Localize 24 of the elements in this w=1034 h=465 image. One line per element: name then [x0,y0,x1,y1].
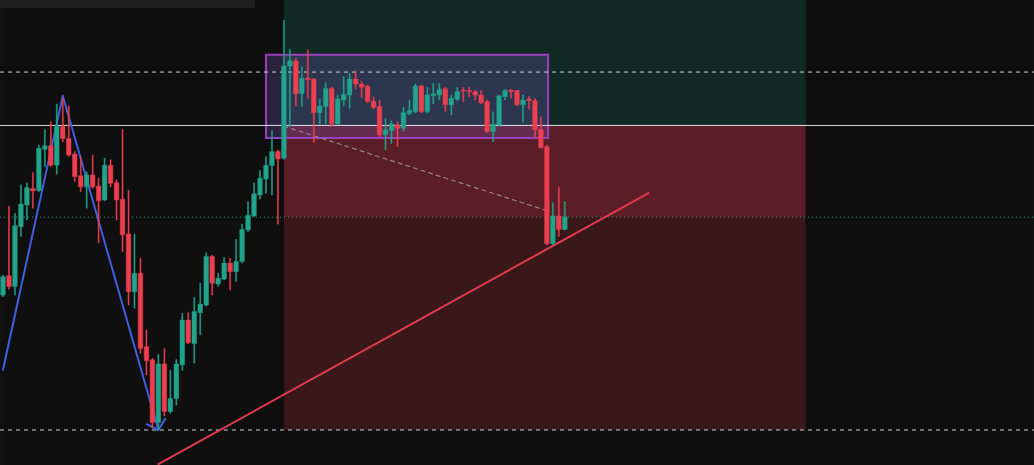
candlestick [442,86,448,113]
candlestick [6,205,12,290]
candlestick [155,353,161,431]
candlestick [227,257,233,291]
candlestick [275,149,281,225]
candlestick [394,121,400,147]
candlestick [329,86,335,127]
candlestick [299,66,305,107]
candlestick [161,348,167,417]
candlestick [131,233,138,309]
candlestick [30,172,36,209]
candlestick [0,274,6,297]
candlestick [209,254,215,296]
candlestick [293,57,299,107]
candlestick [556,186,562,237]
candlestick [54,103,60,175]
candlestick [84,171,90,209]
candlestick [520,94,526,123]
candlestick [562,201,568,231]
candlestick [102,157,108,202]
candlestick [48,121,54,168]
candlestick [185,312,191,345]
candlestick [550,202,556,246]
candlestick [418,84,424,113]
